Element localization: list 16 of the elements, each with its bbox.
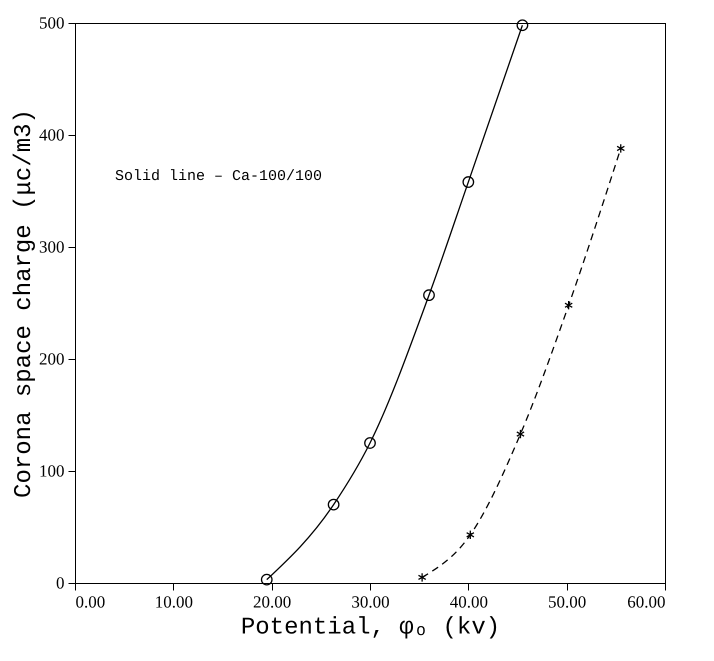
x-tick-label: 50.00 (548, 592, 586, 612)
x-tick-label: 0.00 (76, 592, 106, 612)
y-tick-label: 0 (56, 574, 64, 592)
y-tick-label: 100 (39, 462, 64, 480)
x-tick-label: 40.00 (450, 592, 488, 612)
y-tick-label: 500 (39, 14, 64, 32)
annotation: Solid line – Ca-100/100 (115, 168, 322, 185)
x-tick-label: 20.00 (253, 592, 292, 612)
y-tick-label: 400 (39, 126, 64, 144)
x-axis-title: Potential, φₒ (kv) (240, 614, 500, 642)
x-tick-label: 30.00 (351, 592, 390, 612)
y-tick-label: 300 (39, 238, 64, 256)
x-tick-label: 10.00 (154, 592, 193, 612)
x-tick-label: 60.00 (627, 592, 666, 612)
y-axis-title: Corona space charge (μc/m3) (11, 109, 38, 498)
y-tick-label: 200 (39, 350, 64, 368)
